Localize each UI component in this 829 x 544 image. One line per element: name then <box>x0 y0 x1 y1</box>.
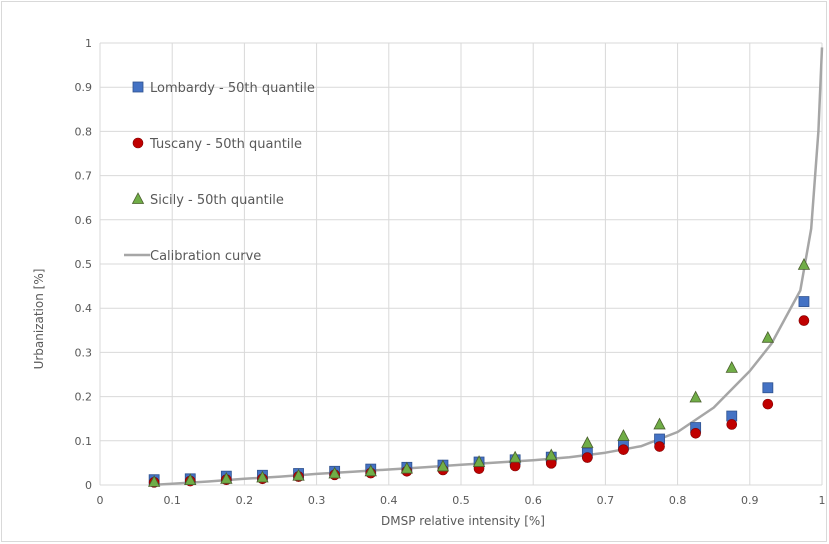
y-tick-labels: 0 0.1 0.2 0.3 0.4 0.5 0.6 0.7 0.8 0.9 1 <box>75 37 93 492</box>
y-tick-label: 0.7 <box>75 170 93 183</box>
calibration-curve-layer <box>150 47 824 487</box>
y-tick-label: 0.5 <box>75 258 93 271</box>
tuscany-50th-quantile-point <box>582 452 593 463</box>
y-tick-label: 0.4 <box>75 302 93 315</box>
calibration-curve-line <box>150 47 824 487</box>
sicily-50th-quantile-point <box>797 258 811 270</box>
legend-swatch-lombardy-50th-quantile <box>132 81 144 93</box>
tuscany-50th-quantile-point <box>690 427 701 439</box>
x-tick-label: 0 <box>97 494 104 507</box>
lombardy-50th-quantile-point <box>798 296 810 307</box>
tuscany-50th-quantile-point <box>654 441 665 452</box>
sicily-50th-quantile-point <box>472 455 486 467</box>
x-tick-label: 0.1 <box>163 494 181 507</box>
x-tick-label: 0.8 <box>669 494 687 507</box>
tuscany-50th-quantile-point <box>618 444 629 455</box>
y-tick-label: 0.9 <box>75 81 93 94</box>
y-tick-label: 1 <box>85 37 92 50</box>
sicily-50th-quantile-point <box>364 464 377 477</box>
tuscany-50th-quantile-point <box>798 315 810 326</box>
x-tick-label: 0.4 <box>380 494 398 507</box>
legend-label-calibration-curve: Calibration curve <box>150 249 261 264</box>
x-tick-label: 0.3 <box>308 494 326 507</box>
sicily-50th-quantile-point <box>328 466 341 479</box>
x-tick-label: 0.9 <box>741 494 759 507</box>
sicily-50th-quantile-point <box>689 390 702 403</box>
y-tick-label: 0.3 <box>75 346 93 359</box>
legend-swatch-sicily-50th-quantile <box>131 192 145 204</box>
x-tick-label: 0.7 <box>597 494 615 507</box>
legend-swatch-tuscany-50th-quantile <box>132 137 144 149</box>
x-tick-label: 0.5 <box>452 494 470 507</box>
sicily-50th-quantile-point <box>617 429 630 441</box>
tuscany-50th-quantile-point <box>762 398 774 410</box>
sicily-50th-quantile-point <box>147 475 161 487</box>
sicily-50th-quantile-point <box>725 361 738 373</box>
y-tick-label: 0.6 <box>75 214 93 227</box>
sicily-50th-quantile-point <box>436 459 450 472</box>
legend: Lombardy - 50th quantile Tuscany - 50th q… <box>124 81 315 264</box>
sicily-50th-quantile-point <box>761 330 775 343</box>
y-tick-label: 0 <box>85 479 92 492</box>
sicily-50th-quantile-point <box>292 468 305 481</box>
legend-label-sicily-50th-quantile: Sicily - 50th quantile <box>150 193 284 208</box>
legend-label-tuscany-50th-quantile: Tuscany - 50th quantile <box>149 137 302 152</box>
legend-label-lombardy-50th-quantile: Lombardy - 50th quantile <box>150 81 315 96</box>
sicily-50th-quantile-point <box>220 471 233 484</box>
grid <box>99 42 823 486</box>
sicily-50th-quantile-point <box>545 448 558 461</box>
y-tick-label: 0.1 <box>75 435 93 448</box>
x-tick-label: 0.2 <box>236 494 254 507</box>
sicily-50th-quantile-point <box>400 461 414 474</box>
x-tick-label: 0.6 <box>524 494 542 507</box>
data-points-layer <box>147 258 811 488</box>
y-axis-title: Urbanization [%] <box>32 269 46 370</box>
sicily-50th-quantile-point <box>581 436 594 448</box>
sicily-50th-quantile-point <box>256 470 269 483</box>
sicily-50th-quantile-point <box>184 473 197 486</box>
lombardy-50th-quantile-point <box>762 382 774 394</box>
y-tick-label: 0.8 <box>75 125 93 138</box>
y-tick-label: 0.2 <box>75 391 93 404</box>
x-axis-title: DMSP relative intensity [%] <box>381 514 545 528</box>
sicily-50th-quantile-point <box>653 417 666 430</box>
x-tick-label: 1 <box>819 494 826 507</box>
sicily-50th-quantile-point <box>508 450 522 463</box>
tuscany-50th-quantile-point <box>726 419 738 430</box>
x-tick-labels: 0 0.1 0.2 0.3 0.4 0.5 0.6 0.7 0.8 0.9 1 <box>97 494 826 507</box>
